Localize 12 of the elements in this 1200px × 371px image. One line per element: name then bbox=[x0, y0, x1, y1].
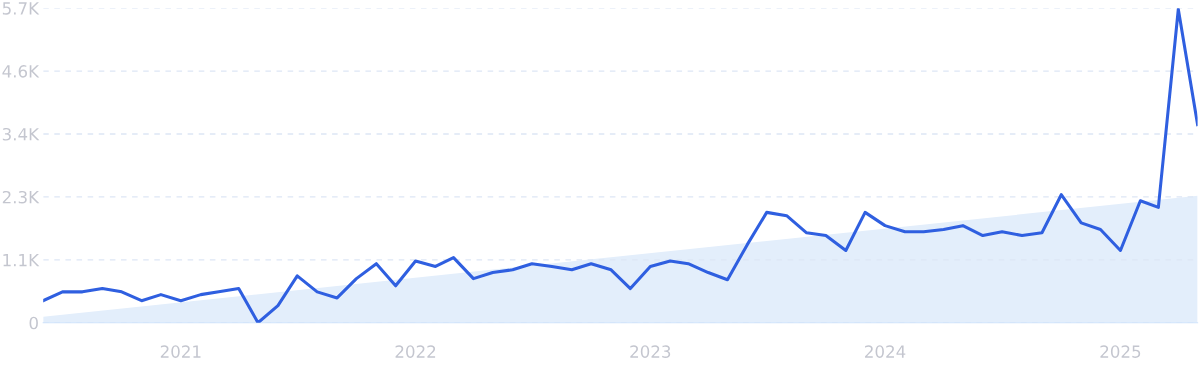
y-tick-label: 1.1K bbox=[3, 254, 40, 267]
y-tick-label: 2.3K bbox=[2, 190, 40, 204]
y-tick-label: 0 bbox=[29, 316, 38, 330]
y-tick-label: 4.6K bbox=[2, 65, 40, 78]
y-tick-label: 5.7K bbox=[2, 2, 40, 15]
line-series bbox=[43, 8, 1198, 323]
x-tick-label: 2025 bbox=[1100, 345, 1141, 358]
x-tick-label: 2022 bbox=[395, 345, 436, 358]
x-tick-label: 2021 bbox=[160, 345, 201, 358]
x-tick-label: 2024 bbox=[865, 345, 906, 358]
y-tick-label: 3.4K bbox=[2, 127, 40, 141]
x-tick-label: 2023 bbox=[630, 345, 671, 358]
